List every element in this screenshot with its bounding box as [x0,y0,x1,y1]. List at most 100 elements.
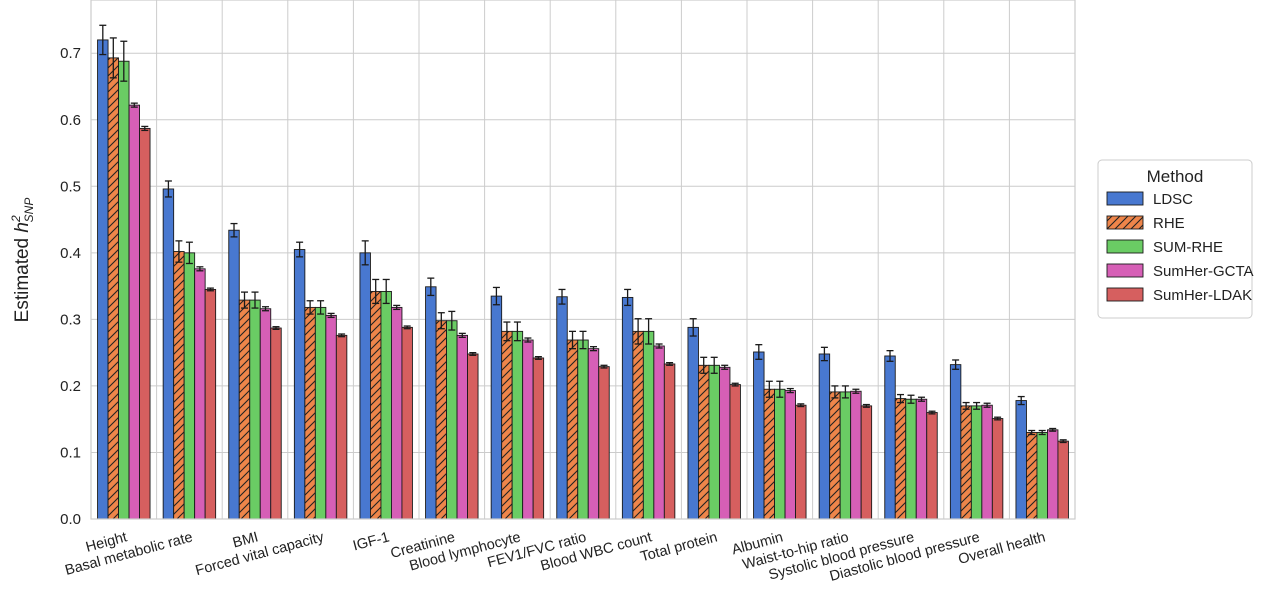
error-bar [206,287,214,292]
bar [729,384,741,520]
error-bar [361,240,369,266]
error-bar [164,180,172,198]
error-bars [99,24,1067,444]
error-bar [1038,429,1046,436]
error-bar [786,387,794,394]
bar [359,252,371,520]
bar [522,339,534,520]
error-bar [99,24,107,56]
bar [587,348,600,520]
bar [401,326,413,520]
error-bar [666,361,674,366]
bar [653,345,665,520]
y-tick-label: 0.7 [60,45,81,62]
error-bar [251,291,259,309]
bar [850,390,862,520]
error-bar [185,241,193,265]
bar [490,295,503,520]
error-bar [296,241,304,258]
bar [456,334,468,520]
grid [90,0,1076,520]
error-bar [469,352,477,356]
x-tick-label: Basal metabolic rate [63,529,194,578]
bar [107,57,120,520]
legend-label: SumHer-GCTA [1153,263,1254,280]
error-bar [831,385,839,399]
legend-swatch [1106,191,1144,206]
error-bar [634,318,642,345]
x-tick-label: IGF-1 [351,529,391,554]
bar [839,391,852,520]
error-bar [382,278,390,305]
error-bar [862,403,870,408]
error-bar [569,330,577,350]
error-bar [886,350,894,362]
error-bar [448,310,456,331]
error-bar [196,266,204,272]
error-bar [624,288,632,307]
error-bar [120,40,128,82]
error-bar [272,326,280,331]
bar [915,398,928,520]
bar [795,404,807,520]
y-tick-label: 0.0 [60,511,81,528]
error-bar [1059,439,1067,444]
bar [314,306,327,520]
error-bar [962,401,970,410]
bar [511,330,524,520]
bar [532,357,545,520]
bar [829,391,841,520]
y-tick-label: 0.6 [60,112,81,129]
error-bar [820,346,828,362]
error-bar [600,364,608,369]
error-bar [579,330,587,350]
legend-swatch [1106,263,1144,278]
error-bar [558,288,566,305]
bar [884,355,896,520]
error-bar [917,396,925,402]
x-tick-label: BMI [231,529,260,551]
error-bar [427,277,435,297]
error-bar [261,306,269,312]
bar [970,405,983,520]
legend-swatch [1106,287,1144,302]
error-bar [907,394,915,404]
error-bar [241,291,249,309]
y-axis-label: Estimated h2SNP [9,198,36,323]
error-bar [317,300,325,315]
legend-item: LDSC [1106,191,1193,208]
error-bar [655,343,663,349]
legend-item: RHE [1106,215,1185,232]
bar [860,405,873,520]
error-bar [852,388,860,394]
error-bar [721,364,729,370]
y-tick-label: 0.2 [60,378,81,395]
error-bar [403,325,411,330]
bar [390,306,403,520]
x-tick-label: Forced vital capacity [194,529,327,579]
error-bar [589,346,597,352]
error-bar [952,359,960,370]
error-bar [109,37,117,79]
bar [1036,432,1048,520]
bar [642,330,655,520]
bar [763,388,776,520]
bar [818,353,831,520]
bar [981,404,993,520]
error-bar [458,332,466,339]
legend-label: SUM-RHE [1153,239,1223,256]
bar [991,418,1004,520]
legend-swatch [1106,239,1144,254]
bar [501,330,513,520]
bar [708,364,720,520]
bar [687,326,699,520]
error-bar [175,240,183,263]
bar [718,366,731,520]
bar [128,104,140,520]
legend-label: LDSC [1153,191,1193,208]
bar [1015,400,1027,520]
bar [577,339,589,520]
bar [784,390,796,520]
